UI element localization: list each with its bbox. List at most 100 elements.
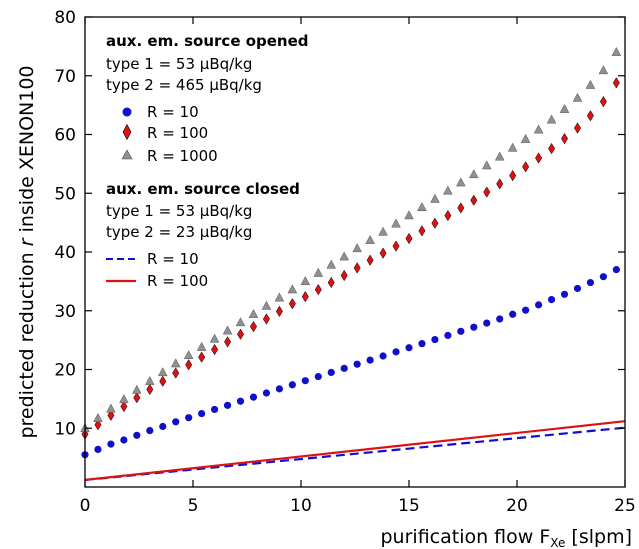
- series-0-point-22: [366, 356, 374, 364]
- y-tick-label-4: 50: [54, 184, 76, 204]
- series-1-point-32: [496, 178, 504, 190]
- series-2-point-14: [261, 300, 272, 310]
- series-0-point-9: [198, 409, 206, 418]
- series-0-point-18: [314, 372, 322, 381]
- series-0-point-21: [353, 360, 361, 368]
- series-4-line: [84, 420, 626, 482]
- series-0-point-19: [327, 368, 335, 377]
- series-2-point-26: [417, 202, 427, 211]
- series-0-point-30: [470, 323, 478, 331]
- series-2-point-19: [326, 259, 337, 269]
- series-0-point-36: [547, 295, 556, 304]
- y-axis-title-pre: predicted reduction: [16, 246, 38, 438]
- series-2-point-13: [248, 308, 259, 318]
- series-1-point-9: [198, 351, 206, 363]
- series-2-point-16: [287, 284, 298, 294]
- series-2-point-11: [222, 325, 233, 335]
- series-2-point-34: [520, 133, 531, 143]
- series-1: [81, 77, 620, 440]
- series-0-point-20: [340, 364, 348, 372]
- series-2-point-38: [572, 92, 583, 102]
- series-0-point-41: [612, 266, 620, 274]
- series-1-point-18: [314, 283, 322, 296]
- series-1-point-35: [535, 152, 543, 164]
- series-0-point-26: [418, 340, 426, 348]
- series-2-point-39: [585, 79, 596, 89]
- series-0-point-17: [301, 377, 309, 385]
- series-0-point-13: [249, 393, 258, 401]
- series-0-point-37: [560, 290, 569, 298]
- series-0-point-31: [483, 319, 491, 327]
- x-tick-label-0: 0: [80, 496, 91, 516]
- series-1-point-34: [522, 161, 530, 173]
- series-2-point-22: [365, 234, 375, 244]
- x-axis-title-main: purification flow F: [381, 526, 551, 548]
- x-tick-label-2: 10: [290, 496, 312, 516]
- series-1-point-17: [301, 290, 309, 303]
- series-0: [81, 266, 620, 459]
- series-1-point-10: [211, 343, 219, 356]
- series-0-point-23: [379, 352, 387, 360]
- y-tick-label-3: 40: [54, 243, 76, 263]
- series-1-point-20: [340, 269, 348, 282]
- series-1-point-12: [237, 328, 245, 340]
- series-1-point-6: [159, 375, 167, 387]
- series-0-point-6: [159, 422, 167, 431]
- series-2-point-3: [119, 394, 129, 404]
- series-2-point-28: [443, 185, 453, 195]
- legend-label-r1000-opened: R = 1000: [147, 147, 218, 165]
- series-2-point-30: [468, 169, 479, 179]
- series-1-point-30: [470, 194, 478, 206]
- x-tick-label-4: 20: [506, 496, 528, 516]
- series-0-point-25: [405, 344, 413, 352]
- series-1-point-1: [94, 419, 102, 431]
- series-1-point-41: [612, 77, 620, 89]
- series-2-point-18: [313, 267, 324, 277]
- series-1-point-22: [366, 254, 374, 266]
- legend-opened-line1: type 1 = 53 µBq/kg: [106, 55, 252, 73]
- series-0-point-24: [392, 348, 400, 356]
- legend-label-r10-opened: R = 10: [147, 103, 199, 121]
- series-1-point-27: [431, 217, 439, 229]
- x-tick-label-5: 25: [614, 496, 636, 516]
- series-2-point-31: [481, 160, 492, 170]
- x-axis-title-subscript: Xe: [550, 536, 565, 549]
- series-2-point-37: [559, 103, 570, 113]
- series-1-point-26: [418, 225, 426, 237]
- y-axis-title-post: inside XENON100: [16, 65, 38, 238]
- x-tick-label-3: 15: [398, 496, 420, 516]
- y-tick-label-5: 60: [54, 126, 76, 146]
- series-0-point-39: [586, 278, 595, 287]
- series-2-point-1: [93, 412, 103, 422]
- legend-closed-line1: type 1 = 53 µBq/kg: [106, 202, 252, 220]
- legend-opened-title: aux. em. source opened: [106, 32, 309, 50]
- series-0-point-7: [172, 418, 180, 426]
- series-2-point-6: [157, 367, 168, 377]
- series-1-point-33: [509, 169, 517, 182]
- series-0-point-8: [185, 414, 193, 422]
- series-0-point-12: [236, 397, 245, 405]
- legend: aux. em. source opened type 1 = 53 µBq/k…: [106, 32, 309, 290]
- series-2-point-2: [106, 403, 116, 413]
- series-0-point-16: [288, 381, 296, 389]
- series-1-point-25: [405, 232, 413, 245]
- series-2-point-40: [598, 65, 609, 75]
- series-2-point-35: [533, 124, 544, 134]
- series-1-point-19: [327, 276, 335, 289]
- series-0-point-15: [275, 385, 283, 393]
- series-2-point-8: [183, 350, 194, 360]
- series-1-point-37: [561, 132, 569, 145]
- series-1-point-39: [586, 110, 594, 122]
- x-axis-title: purification flow FXe [slpm]: [381, 526, 633, 549]
- series-1-point-31: [483, 186, 491, 198]
- series-2-point-9: [196, 341, 207, 351]
- legend-marker-diamond: [122, 123, 132, 141]
- series-1-point-28: [444, 209, 452, 222]
- legend-closed-title: aux. em. source closed: [106, 180, 300, 198]
- y-tick-label-0: 10: [54, 419, 76, 439]
- series-1-point-38: [573, 122, 581, 134]
- series-0-point-1: [94, 445, 102, 453]
- series-1-point-21: [353, 262, 361, 274]
- y-tick-label-6: 70: [54, 67, 76, 87]
- series-2-point-12: [235, 317, 246, 327]
